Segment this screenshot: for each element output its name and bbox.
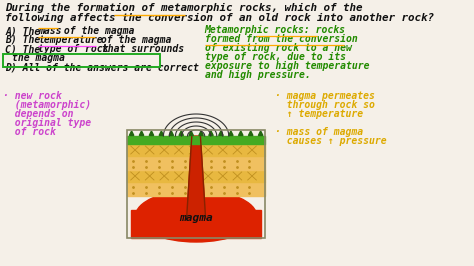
Text: of the magma: of the magma: [95, 35, 172, 45]
Text: A) The: A) The: [5, 26, 46, 36]
Text: causes ↑ pressure: causes ↑ pressure: [275, 136, 387, 146]
Bar: [131, 210, 262, 238]
Text: of existing rock to a new: of existing rock to a new: [205, 43, 352, 53]
Text: · magma permeates: · magma permeates: [275, 91, 375, 101]
Bar: [128, 182, 265, 196]
Bar: [128, 136, 265, 144]
Text: temperature: temperature: [38, 35, 102, 45]
Text: and high pressure.: and high pressure.: [205, 70, 310, 80]
Text: · new rock: · new rock: [3, 91, 62, 101]
Text: original type: original type: [3, 118, 91, 128]
Text: of rock: of rock: [3, 127, 56, 137]
Text: During the formation of metamorphic rocks, which of the: During the formation of metamorphic rock…: [5, 3, 363, 13]
Bar: [128, 130, 265, 238]
Bar: [128, 170, 265, 182]
Text: depends on: depends on: [3, 109, 74, 119]
Text: mass: mass: [38, 26, 61, 36]
Text: Metamorphic rocks: rocks: Metamorphic rocks: rocks: [205, 25, 346, 35]
Text: ↑ temperature: ↑ temperature: [275, 109, 364, 119]
Ellipse shape: [136, 190, 256, 242]
Bar: [128, 144, 265, 156]
Text: formed from the conversion: formed from the conversion: [205, 34, 357, 44]
Text: exposure to high temperature: exposure to high temperature: [205, 61, 369, 71]
Text: type of rock, due to its: type of rock, due to its: [205, 52, 346, 62]
Text: that surrounds: that surrounds: [96, 44, 184, 54]
Text: D) All of the answers are correct: D) All of the answers are correct: [5, 63, 199, 73]
Text: the magma: the magma: [12, 53, 65, 63]
Text: following affects the conversion of an old rock into another rock?: following affects the conversion of an o…: [5, 13, 434, 23]
Text: type of rock: type of rock: [38, 44, 109, 54]
Text: through rock so: through rock so: [275, 100, 375, 110]
Text: C) The: C) The: [5, 44, 46, 54]
Polygon shape: [187, 136, 206, 218]
Text: of the magma: of the magma: [58, 26, 134, 36]
Text: · mass of magma: · mass of magma: [275, 127, 364, 137]
Text: magma: magma: [179, 213, 213, 223]
Bar: [128, 156, 265, 170]
Text: (metamorphic): (metamorphic): [3, 100, 91, 110]
Text: B) The: B) The: [5, 35, 46, 45]
